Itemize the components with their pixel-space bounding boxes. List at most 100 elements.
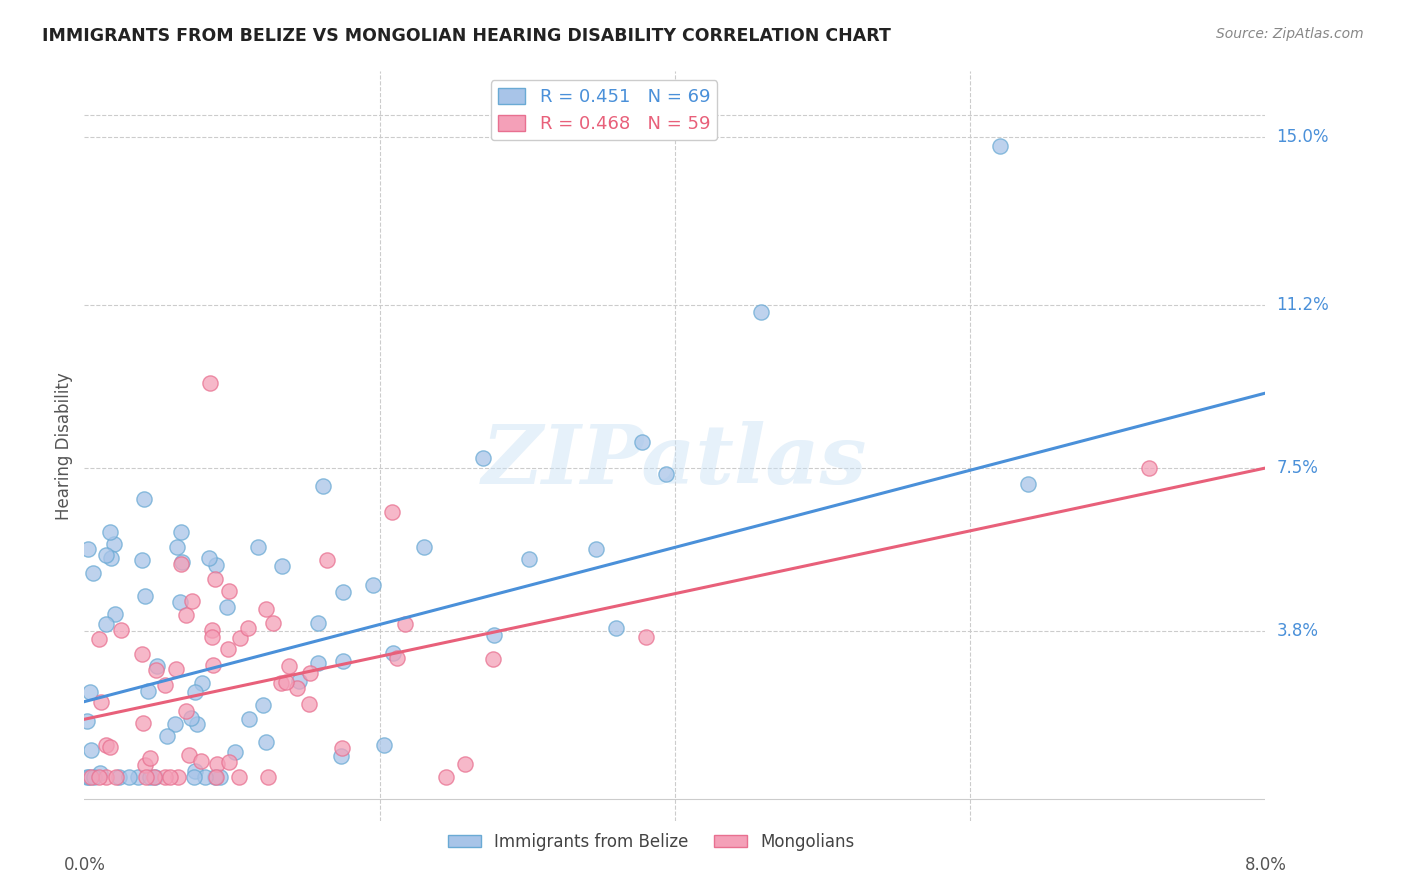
Point — [132, 716, 155, 731]
Point — [749, 305, 772, 319]
Point — [174, 704, 197, 718]
Point — [163, 717, 186, 731]
Point — [218, 755, 240, 769]
Text: Source: ZipAtlas.com: Source: ZipAtlas.com — [1216, 27, 1364, 41]
Point — [373, 738, 395, 752]
Point — [270, 559, 292, 574]
Legend: Immigrants from Belize, Mongolians: Immigrants from Belize, Mongolians — [441, 826, 862, 857]
Text: 15.0%: 15.0% — [1277, 128, 1329, 146]
Text: 11.2%: 11.2% — [1277, 296, 1329, 314]
Point — [252, 698, 274, 712]
Text: IMMIGRANTS FROM BELIZE VS MONGOLIAN HEARING DISABILITY CORRELATION CHART: IMMIGRANTS FROM BELIZE VS MONGOLIAN HEAR… — [42, 27, 891, 45]
Point — [94, 738, 117, 752]
Point — [218, 584, 240, 599]
Point — [204, 572, 226, 586]
Point — [630, 435, 652, 450]
Point — [312, 479, 335, 493]
Point — [988, 139, 1011, 153]
Text: ZIPatlas: ZIPatlas — [482, 421, 868, 501]
Point — [104, 607, 127, 622]
Point — [139, 751, 162, 765]
Point — [246, 540, 269, 554]
Point — [96, 549, 118, 563]
Point — [117, 770, 139, 784]
Point — [76, 770, 98, 784]
Point — [224, 746, 246, 760]
Point — [96, 770, 118, 784]
Point — [131, 647, 153, 661]
Point — [79, 770, 101, 784]
Point — [179, 747, 201, 762]
Point — [87, 770, 110, 784]
Point — [205, 770, 228, 784]
Point — [394, 617, 416, 632]
Point — [307, 657, 329, 671]
Point — [636, 630, 658, 644]
Point — [204, 558, 226, 572]
Point — [201, 623, 224, 637]
Point — [77, 542, 100, 557]
Point — [128, 770, 150, 784]
Point — [208, 770, 231, 784]
Point — [228, 770, 250, 784]
Point — [172, 555, 194, 569]
Point — [186, 716, 208, 731]
Point — [181, 594, 204, 608]
Point — [1137, 461, 1160, 475]
Point — [256, 770, 278, 784]
Point — [134, 589, 156, 603]
Point — [204, 770, 226, 784]
Point — [183, 770, 205, 784]
Point — [202, 658, 225, 673]
Point — [169, 525, 191, 540]
Point — [169, 595, 191, 609]
Point — [472, 451, 495, 466]
Point — [198, 550, 221, 565]
Point — [98, 525, 121, 540]
Point — [139, 770, 162, 784]
Point — [205, 757, 228, 772]
Point — [215, 600, 238, 615]
Text: 3.8%: 3.8% — [1277, 622, 1319, 640]
Point — [217, 641, 239, 656]
Point — [100, 550, 122, 565]
Point — [200, 630, 222, 644]
Point — [278, 659, 301, 673]
Point — [94, 616, 117, 631]
Point — [381, 505, 404, 519]
Point — [76, 714, 98, 728]
Point — [87, 632, 110, 647]
Point — [200, 376, 222, 391]
Point — [79, 685, 101, 699]
Point — [79, 770, 101, 784]
Point — [194, 770, 217, 784]
Point — [165, 663, 187, 677]
Point — [145, 663, 167, 677]
Point — [191, 676, 214, 690]
Point — [134, 757, 156, 772]
Point — [298, 665, 321, 680]
Point — [104, 770, 127, 784]
Point — [108, 770, 131, 784]
Point — [167, 770, 190, 784]
Point — [136, 683, 159, 698]
Point — [332, 585, 354, 599]
Point — [285, 681, 308, 695]
Point — [110, 623, 132, 637]
Point — [434, 770, 457, 784]
Point — [330, 740, 353, 755]
Point — [332, 654, 354, 668]
Point — [385, 651, 408, 665]
Text: 7.5%: 7.5% — [1277, 459, 1319, 477]
Point — [180, 711, 202, 725]
Point — [89, 765, 111, 780]
Point — [254, 602, 277, 616]
Point — [190, 754, 212, 768]
Point — [254, 735, 277, 749]
Point — [153, 678, 176, 692]
Point — [270, 675, 292, 690]
Text: 8.0%: 8.0% — [1244, 856, 1286, 874]
Point — [176, 608, 198, 623]
Point — [482, 628, 505, 642]
Point — [655, 467, 678, 481]
